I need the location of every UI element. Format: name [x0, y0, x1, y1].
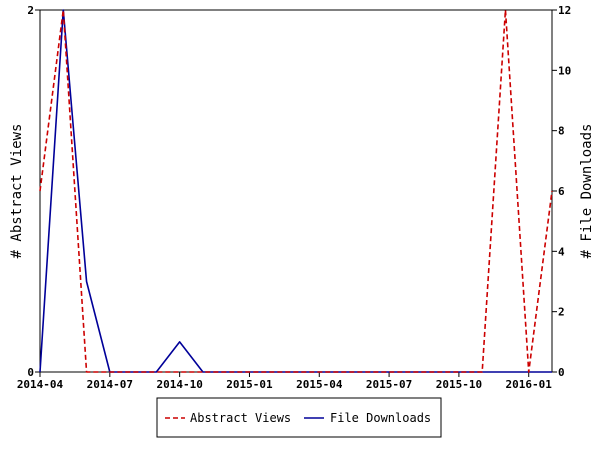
legend-label-abstract-views: Abstract Views [190, 411, 291, 425]
left-axis-ticks: 02 [27, 4, 40, 379]
x-tick-label: 2015-04 [296, 378, 343, 391]
left-axis-title: # Abstract Views [9, 124, 25, 259]
series-layer [39, 9, 553, 373]
legend: Abstract Views File Downloads [156, 397, 442, 438]
legend-label-file-downloads: File Downloads [330, 411, 431, 425]
series-line-file-downloads [39, 9, 552, 373]
right-tick-label: 10 [558, 64, 571, 77]
left-tick-label: 2 [27, 4, 34, 17]
right-axis-title: # File Downloads [579, 124, 595, 259]
right-tick-label: 2 [558, 306, 565, 319]
x-tick-label: 2014-07 [87, 378, 133, 391]
x-axis-ticks: 2014-04 2014-07 2014-10 2015-01 2015-04 2015-… [17, 372, 552, 391]
x-tick-label: 2015-01 [226, 378, 273, 391]
legend-box [156, 397, 442, 438]
right-tick-label: 12 [558, 4, 571, 17]
series-line-abstract-views [39, 9, 553, 373]
x-tick-label: 2016-01 [506, 378, 553, 391]
right-tick-label: 8 [558, 125, 565, 138]
right-tick-label: 6 [558, 185, 565, 198]
right-axis-ticks: 0 2 4 6 8 10 12 [552, 4, 571, 379]
plot-frame [39, 9, 553, 373]
x-tick-label: 2014-04 [17, 378, 64, 391]
x-tick-label: 2015-07 [366, 378, 412, 391]
x-tick-label: 2014-10 [156, 378, 202, 391]
left-tick-label: 0 [27, 366, 34, 379]
right-tick-label: 4 [558, 245, 565, 258]
right-tick-label: 0 [558, 366, 565, 379]
x-tick-label: 2015-10 [436, 378, 482, 391]
